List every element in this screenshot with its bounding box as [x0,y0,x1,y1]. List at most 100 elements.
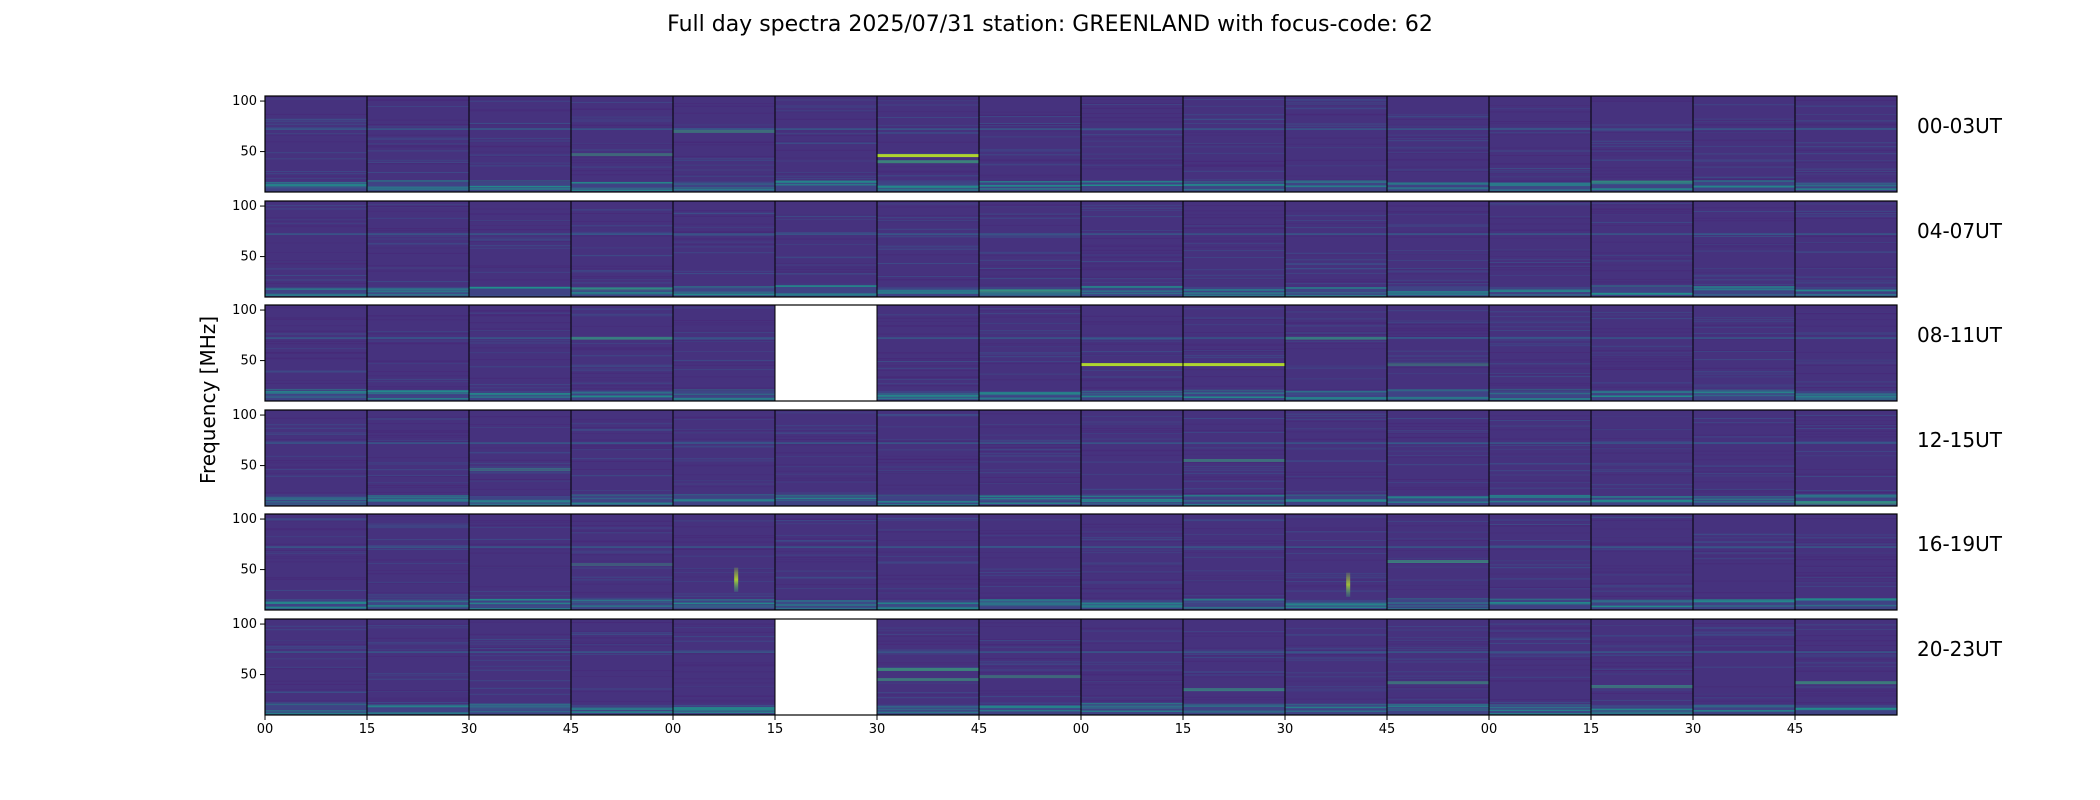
texture-line [1285,222,1387,224]
low-freq-line [877,602,979,604]
texture-line [877,634,979,635]
low-freq-line [877,291,979,293]
texture-line [775,175,877,177]
low-freq-line [1489,392,1591,395]
texture-line [1795,430,1897,432]
texture-line [1183,520,1285,522]
spectrum-panel [775,514,877,610]
spectrum-background [265,201,367,297]
texture-line [1081,489,1183,491]
texture-line [1081,695,1183,697]
spectrum-panel [775,201,877,297]
low-freq-line [673,398,775,401]
texture-line [469,122,571,124]
texture-line [1795,686,1897,688]
texture-line [673,105,775,107]
radio-burst [1346,572,1351,597]
texture-line [1081,103,1183,105]
texture-line [979,536,1081,538]
texture-line [1387,119,1489,120]
texture-line [1387,355,1489,357]
texture-line [1795,313,1897,315]
y-tick-label: 50 [240,563,257,578]
low-freq-line [1591,599,1693,602]
texture-line [1081,701,1183,703]
texture-line [265,352,367,354]
texture-line [1795,251,1897,253]
texture-line [265,242,367,244]
texture-line [367,238,469,240]
texture-line [877,378,979,380]
texture-line [571,439,673,441]
texture-line [1081,254,1183,256]
texture-line [1795,662,1897,664]
texture-line [367,642,469,644]
texture-line [1591,689,1693,691]
spectrum-background [673,514,775,610]
texture-line [1081,450,1183,452]
texture-line [1387,626,1489,627]
freq-line-75 [367,546,469,548]
texture-line [1591,590,1693,592]
low-freq-line [1183,494,1285,497]
texture-line [1693,597,1795,599]
texture-line [673,678,775,680]
texture-line [775,543,877,545]
spectrum-background [265,619,367,715]
texture-line [1081,321,1183,323]
low-freq-line [367,606,469,608]
texture-line [1285,101,1387,103]
texture-line [571,347,673,349]
emission-band [673,129,775,133]
texture-line [367,440,469,442]
texture-line [1795,333,1897,335]
texture-line [877,574,979,576]
texture-line [1285,516,1387,518]
texture-line [1591,150,1693,152]
texture-line [265,226,367,228]
low-freq-line [571,287,673,289]
texture-line [1183,243,1285,245]
texture-line [673,158,775,159]
texture-line [1285,460,1387,462]
texture-line [571,567,673,569]
texture-line [571,282,673,284]
texture-line [1591,143,1693,144]
texture-line [1081,537,1183,539]
texture-line [1285,210,1387,212]
texture-line [673,662,775,664]
low-freq-line [469,396,571,398]
texture-line [1387,557,1489,559]
spectrum-background [367,201,469,297]
low-freq-line [1387,396,1489,399]
texture-line [469,468,571,470]
texture-line [1693,418,1795,419]
low-freq-line [367,605,469,607]
texture-line [1387,698,1489,700]
texture-line [265,666,367,668]
texture-line [1489,420,1591,421]
texture-line [1387,158,1489,160]
texture-line [265,282,367,284]
texture-line [265,417,367,419]
texture-line [1183,165,1285,167]
texture-line [1387,125,1489,127]
emission-band [1183,459,1285,462]
texture-line [469,165,571,167]
texture-line [979,307,1081,309]
texture-line [1795,690,1897,692]
texture-line [979,663,1081,665]
texture-line [1591,154,1693,156]
radio-burst [734,567,739,592]
spectrum-panel [979,201,1081,297]
low-freq-line [1795,398,1897,400]
low-freq-line [1489,602,1591,604]
texture-line [469,137,571,139]
texture-line [1795,582,1897,584]
texture-line [469,669,571,671]
low-freq-line [1081,290,1183,292]
texture-line [1081,168,1183,170]
texture-line [1081,540,1183,542]
texture-line [571,355,673,357]
texture-line [1081,354,1183,356]
